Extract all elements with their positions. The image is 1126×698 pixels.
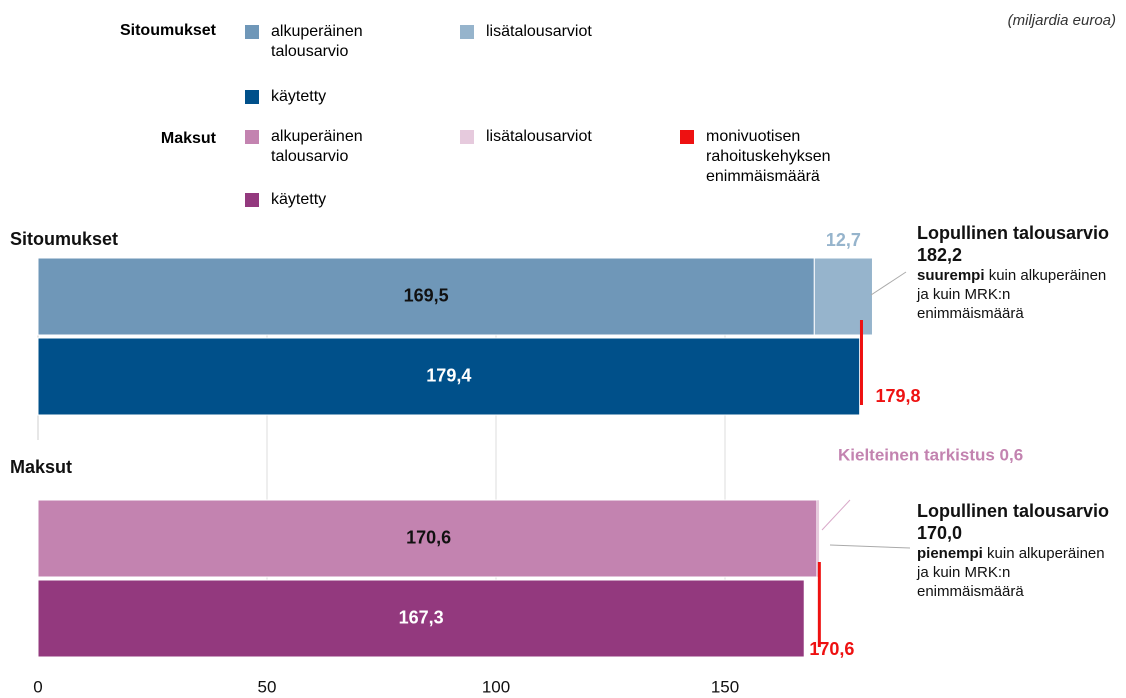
bar-segment (37, 257, 815, 336)
value-label: 169,5 (404, 285, 449, 305)
panel-title: Maksut (10, 457, 72, 477)
x-tick-label: 150 (711, 677, 739, 696)
legend-label: alkuperäinen talousarvio (271, 23, 363, 60)
annotation-text: kuin alkuperäinen ja kuin MRK:n enimmäis… (917, 267, 1107, 322)
connector (870, 271, 907, 296)
bar-segment (37, 579, 805, 658)
value-label: 12,7 (826, 230, 861, 250)
panel-title: Sitoumukset (10, 229, 118, 249)
annotation-text: kuin alkuperäinen ja kuin MRK:n enimmäis… (917, 545, 1105, 600)
annotation-emphasis: pienempi (917, 545, 983, 562)
annotation: Lopullinen talousarvio 170,0 pienempi kui… (917, 500, 1117, 601)
legend-item: lisätalousarviot (460, 127, 636, 147)
legend-swatch (245, 193, 259, 207)
value-label: 167,3 (399, 607, 444, 627)
legend-label: lisätalousarviot (486, 23, 592, 40)
legend-item: alkuperäinen talousarvio (245, 22, 421, 62)
annotation-title: Lopullinen talousarvio 170,0 (917, 501, 1110, 543)
connector (821, 499, 851, 531)
x-tick-label: 0 (33, 677, 42, 696)
legend-swatch (245, 90, 259, 104)
annotation-emphasis: suurempi (917, 267, 985, 284)
legend-group-title: Maksut (160, 130, 216, 147)
legend-item: alkuperäinen talousarvio (245, 127, 421, 167)
legend-swatch (245, 130, 259, 144)
bar-segment (37, 499, 820, 578)
legend-label: lisätalousarviot (486, 128, 592, 145)
legend-item: käytetty (245, 87, 421, 107)
legend-swatch (680, 130, 694, 144)
legend-item: lisätalousarviot (460, 22, 636, 42)
legend-label: monivuotisen rahoituskehyksen enimmäismä… (706, 128, 831, 185)
revision-note: Kielteinen tarkistus 0,6 (838, 445, 1023, 464)
bar-segment (813, 257, 873, 336)
value-label: 170,6 (406, 527, 451, 547)
legend-item: monivuotisen rahoituskehyksen enimmäismä… (680, 127, 856, 187)
ceiling-label: 179,8 (875, 386, 920, 406)
legend-label: käytetty (271, 191, 327, 208)
legend-swatch (245, 25, 259, 39)
annotation-title: Lopullinen talousarvio 182,2 (917, 223, 1110, 265)
legend-label: alkuperäinen talousarvio (271, 128, 363, 165)
legend-swatch (460, 130, 474, 144)
value-label: 179,4 (426, 365, 471, 385)
annotation: Lopullinen talousarvio 182,2 suurempi kui… (917, 222, 1117, 323)
bar-segment (37, 337, 861, 416)
unit-note: (miljardia euroa) (1007, 12, 1116, 29)
connector (829, 544, 911, 549)
legend-label: käytetty (271, 88, 327, 105)
x-tick-label: 100 (482, 677, 510, 696)
legend-item: käytetty (245, 190, 421, 210)
legend-group-title: Sitoumukset (119, 22, 216, 39)
x-tick-label: 50 (258, 677, 277, 696)
ceiling-label: 170,6 (809, 639, 854, 659)
legend-swatch (460, 25, 474, 39)
